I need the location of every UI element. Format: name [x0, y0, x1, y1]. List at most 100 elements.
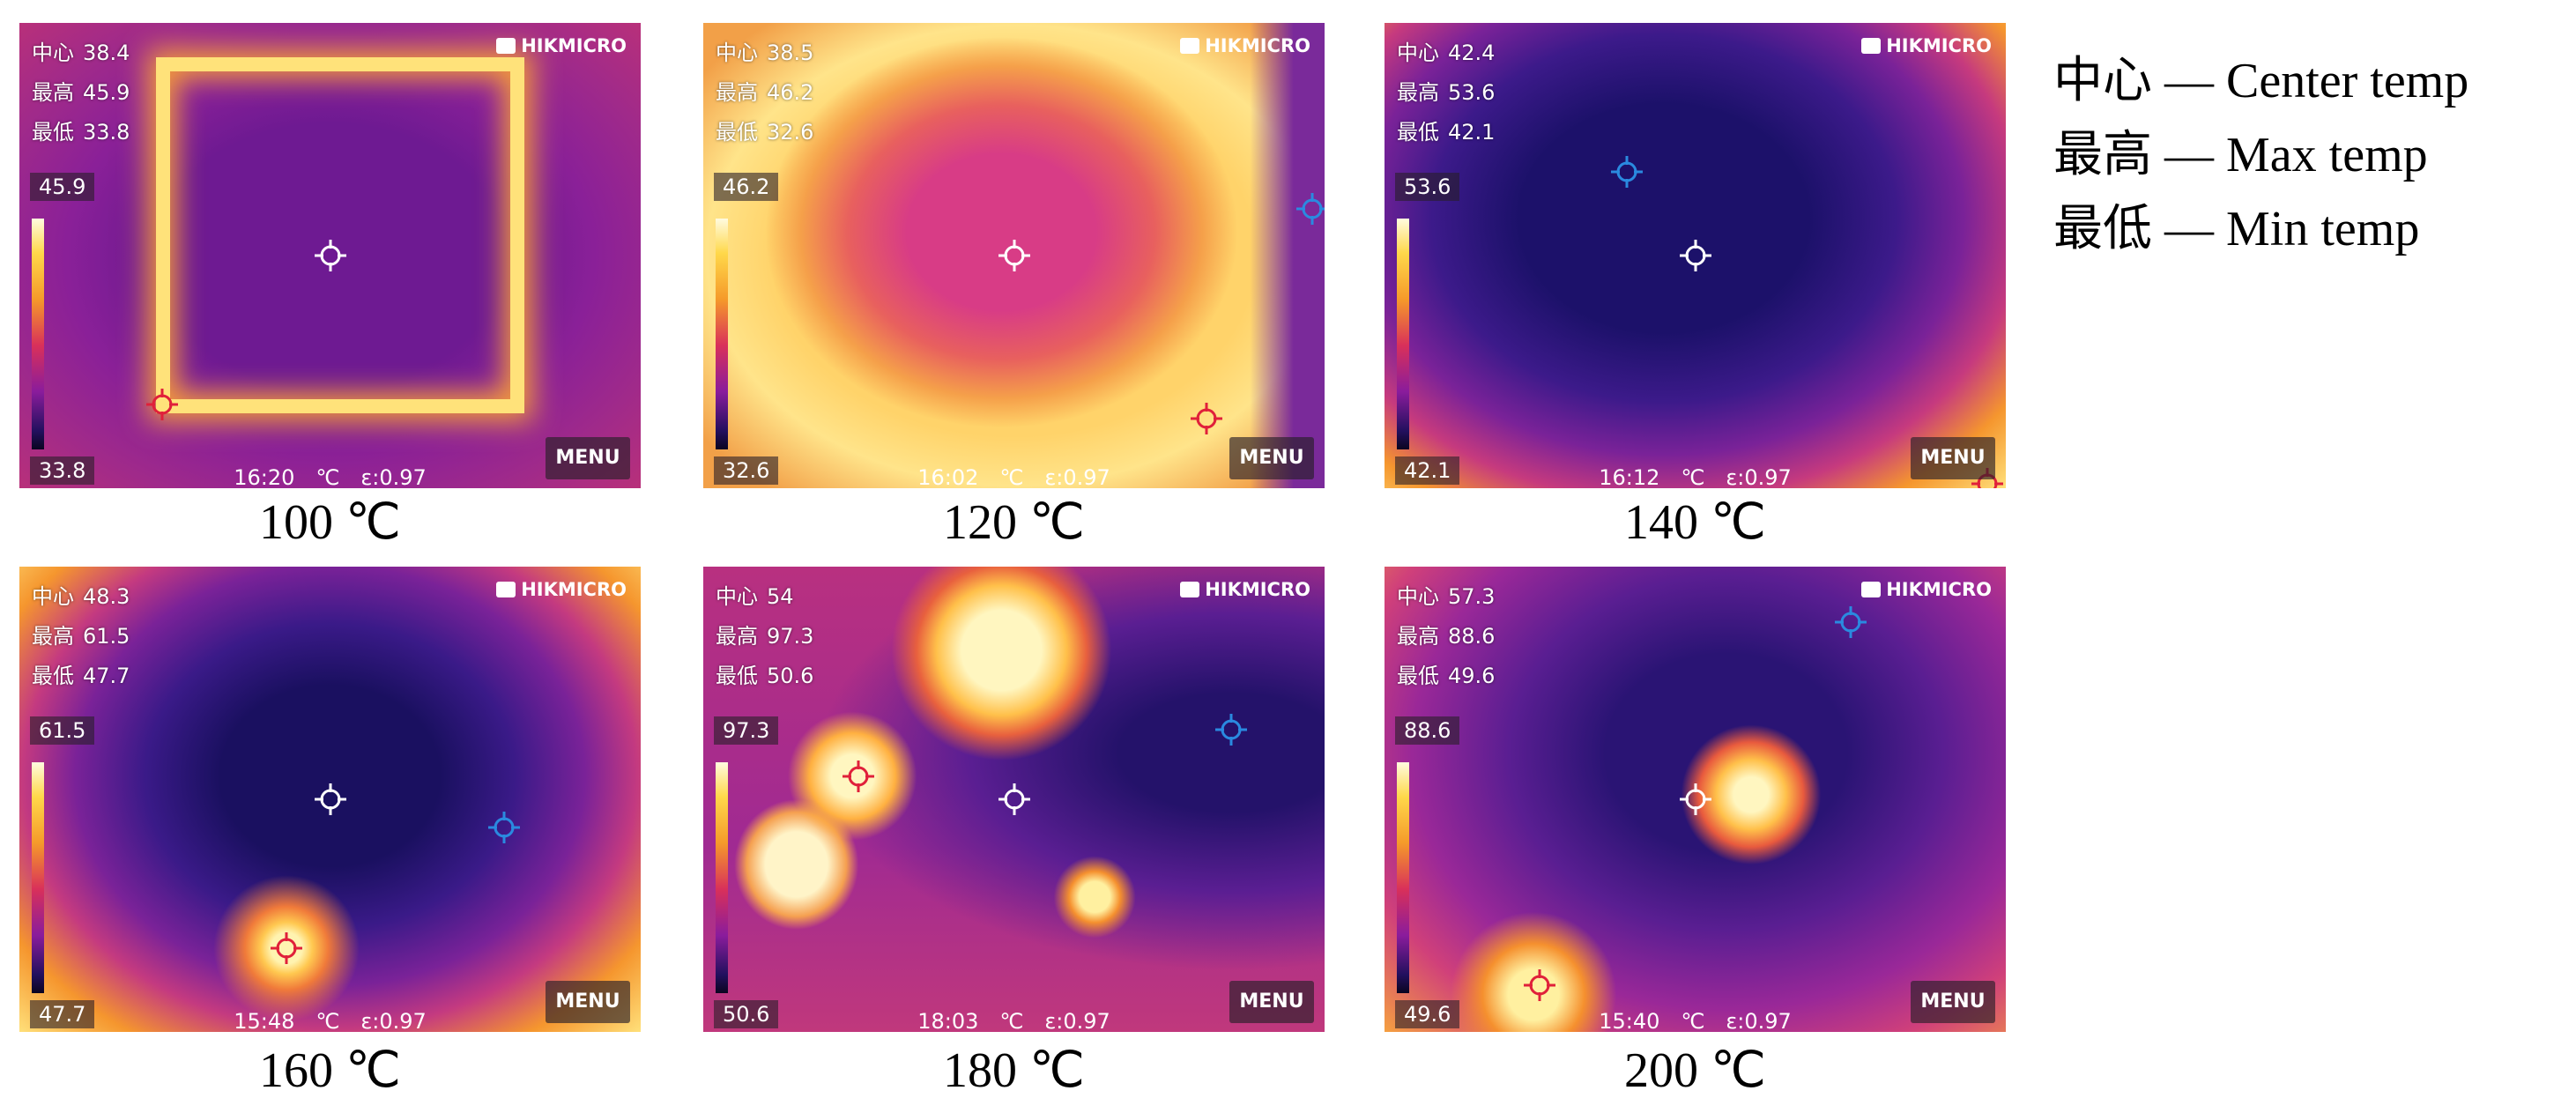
brand-text: HIKMICRO [1886, 579, 1992, 600]
thermal-image: 中心 42.4 最高 53.6 最低 42.1 HIKMICRO 53.6 42.1 16:12 ℃… [1385, 23, 2006, 488]
status-bar: 18:03 ℃ ε:0.97 [703, 1009, 1325, 1032]
brand: HIKMICRO [1180, 35, 1310, 56]
readout-value: 61.5 [83, 624, 130, 649]
readout-label: 最高 [716, 624, 758, 649]
unit: ℃ [999, 1009, 1024, 1032]
menu-button: MENU [546, 981, 630, 1023]
legend-text: — Center temp [2164, 54, 2469, 108]
status-bar: 15:40 ℃ ε:0.97 [1385, 1009, 2006, 1032]
readout-row: 中心 42.4 [1397, 33, 1495, 73]
scale-min: 32.6 [714, 456, 779, 485]
scale-max: 97.3 [714, 716, 779, 745]
brand: HIKMICRO [1861, 579, 1992, 600]
legend-entry: 最高 — Max temp [2053, 118, 2468, 192]
status-bar: 15:48 ℃ ε:0.97 [19, 1009, 641, 1032]
crosshair [486, 810, 522, 845]
menu-button: MENU [1911, 981, 1995, 1023]
brand: HIKMICRO [1180, 579, 1310, 600]
thermal-image: 中心 38.4 最高 45.9 最低 33.8 HIKMICRO 45.9 33.8 16:20 ℃… [19, 23, 641, 488]
readout-label: 最低 [716, 664, 758, 688]
readout-row: 最低 32.6 [716, 113, 813, 152]
readout-value: 46.2 [767, 80, 814, 105]
scale-max: 88.6 [1395, 716, 1460, 745]
scale-min: 33.8 [30, 456, 95, 485]
emissivity: ε:0.97 [1044, 1009, 1110, 1032]
emissivity: ε:0.97 [360, 465, 427, 488]
readout-value: 57.3 [1448, 584, 1496, 609]
readout-label: 最低 [1397, 664, 1439, 688]
time: 16:20 [234, 465, 295, 488]
caption: 200 ℃ [1624, 1043, 1766, 1098]
readout-value: 33.8 [83, 120, 130, 145]
color-bar [716, 762, 728, 993]
scale-min: 49.6 [1395, 1000, 1460, 1028]
emissivity: ε:0.97 [1726, 465, 1792, 488]
crosshair [1833, 605, 1868, 640]
brand-text: HIKMICRO [521, 35, 627, 56]
readout-row: 最高 88.6 [1397, 617, 1495, 657]
menu-button: MENU [1911, 437, 1995, 479]
emissivity: ε:0.97 [360, 1009, 427, 1032]
time: 15:40 [1599, 1009, 1660, 1032]
readout-value: 50.6 [767, 664, 814, 688]
color-bar [1397, 762, 1409, 993]
color-bar [1397, 219, 1409, 449]
crosshair [1609, 154, 1644, 189]
status-bar: 16:20 ℃ ε:0.97 [19, 465, 641, 488]
color-bar [716, 219, 728, 449]
readout-row: 最高 61.5 [32, 617, 130, 657]
readout-row: 中心 54 [716, 577, 813, 617]
readout-label: 中心 [32, 584, 74, 609]
crosshair [1295, 191, 1325, 226]
scale-max: 61.5 [30, 716, 95, 745]
readout-label: 最高 [32, 624, 74, 649]
unit: ℃ [316, 465, 340, 488]
readout-row: 中心 38.4 [32, 33, 130, 73]
thermal-image: 中心 38.5 最高 46.2 最低 32.6 HIKMICRO 46.2 32.6 16:02 ℃… [703, 23, 1325, 488]
caption: 140 ℃ [1624, 495, 1766, 550]
caption: 120 ℃ [943, 495, 1085, 550]
brand-logo [1861, 38, 1882, 54]
crosshair [1189, 401, 1224, 436]
menu-button: MENU [1229, 981, 1314, 1023]
readout-label: 中心 [716, 584, 758, 609]
crosshair [1522, 968, 1557, 1003]
readout-value: 47.7 [83, 664, 130, 688]
readout-value: 32.6 [767, 120, 814, 145]
brand-logo [1180, 582, 1200, 597]
readout-row: 最高 53.6 [1397, 73, 1495, 113]
crosshair [841, 759, 876, 794]
menu-button: MENU [546, 437, 630, 479]
scale-max: 53.6 [1395, 173, 1460, 201]
brand: HIKMICRO [1861, 35, 1992, 56]
readout: 中心 57.3 最高 88.6 最低 49.6 [1397, 577, 1495, 696]
brand: HIKMICRO [496, 579, 627, 600]
readout-row: 最高 46.2 [716, 73, 813, 113]
legend-term: 最低 [2053, 202, 2152, 256]
readout: 中心 38.4 最高 45.9 最低 33.8 [32, 33, 130, 152]
thermal-image: 中心 54 最高 97.3 最低 50.6 HIKMICRO 97.3 50.6 18:03 ℃ ε:… [703, 567, 1325, 1032]
color-bar [32, 219, 44, 449]
legend-term: 中心 [2053, 54, 2152, 108]
readout-label: 最高 [1397, 624, 1439, 649]
readout-label: 最低 [716, 120, 758, 145]
readout-row: 最低 33.8 [32, 113, 130, 152]
readout-value: 38.4 [83, 41, 130, 65]
thermal-image: 中心 48.3 最高 61.5 最低 47.7 HIKMICRO 61.5 47.7 15:48 ℃… [19, 567, 641, 1032]
crosshair [1214, 712, 1249, 747]
readout-label: 最低 [32, 120, 74, 145]
unit: ℃ [1681, 465, 1705, 488]
scale-max: 46.2 [714, 173, 779, 201]
caption: 100 ℃ [259, 495, 401, 550]
unit: ℃ [1681, 1009, 1705, 1032]
crosshair [269, 931, 304, 966]
time: 18:03 [917, 1009, 979, 1032]
readout-label: 最高 [716, 80, 758, 105]
brand-text: HIKMICRO [1205, 579, 1310, 600]
readout: 中心 42.4 最高 53.6 最低 42.1 [1397, 33, 1495, 152]
readout-label: 中心 [32, 41, 74, 65]
legend-entry: 最低 — Min temp [2053, 192, 2468, 266]
readout-value: 42.4 [1448, 41, 1496, 65]
legend: 中心 — Center temp 最高 — Max temp 最低 — Min tem… [2053, 44, 2468, 266]
readout-label: 中心 [1397, 584, 1439, 609]
